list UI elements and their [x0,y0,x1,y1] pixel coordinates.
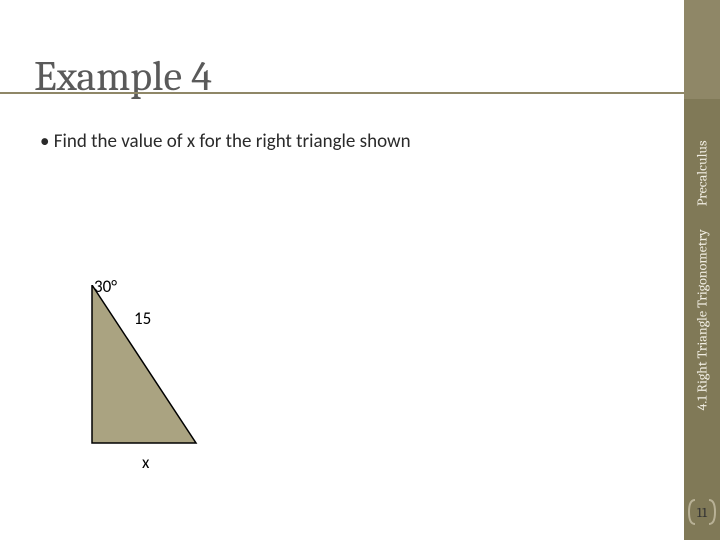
hypotenuse-label: 15 [134,308,151,329]
page-number-wrap: 11 [686,498,718,526]
sidebar-head [684,0,720,99]
bullet-text: Find the value of x for the right triang… [40,130,411,153]
page-number: 11 [697,504,707,521]
triangle-svg [90,285,240,470]
base-label: x [142,452,149,473]
angle-label: 30° [94,276,117,297]
slide: Example 4 Find the value of x for the ri… [0,0,720,540]
sidebar-chapter: 4.1 Right Triangle Trigonometry [694,229,711,410]
sidebar-vertical-text: 4.1 Right Triangle Trigonometry Precalcu… [684,106,720,444]
sidebar-vtxt: 4.1 Right Triangle Trigonometry Precalcu… [694,140,711,410]
title-underline [0,92,720,94]
triangle-figure [90,285,240,470]
sidebar-course: Precalculus [694,140,711,206]
header: Example 4 [0,22,720,102]
